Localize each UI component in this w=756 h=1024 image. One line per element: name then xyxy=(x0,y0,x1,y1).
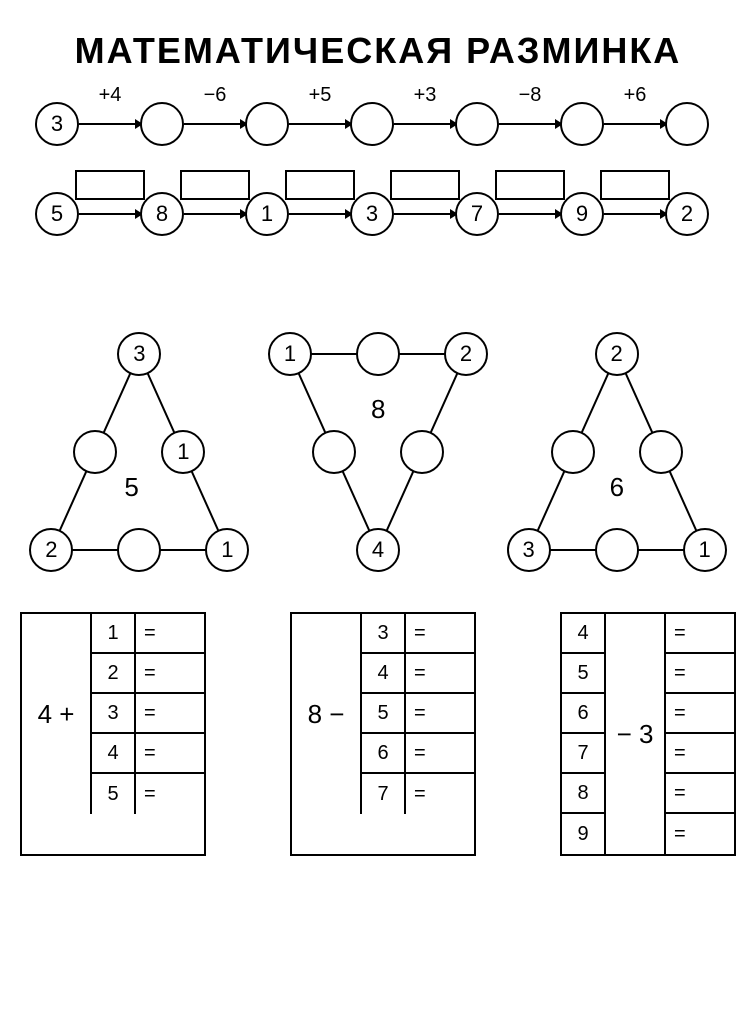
t3-botM xyxy=(595,528,639,572)
table3-eq-0: = xyxy=(666,614,734,654)
chain2-node-4: 7 xyxy=(455,192,499,236)
t2-topL: 1 xyxy=(268,332,312,376)
chain1-op-0: +4 xyxy=(80,84,140,107)
chain2-node-2: 1 xyxy=(245,192,289,236)
t3-midL xyxy=(551,430,595,474)
chain2-node-1: 8 xyxy=(140,192,184,236)
chain1-op-2: +5 xyxy=(290,84,350,107)
chain1-node-5 xyxy=(560,102,604,146)
table2-n-2: 5 xyxy=(362,694,406,734)
t3-top: 2 xyxy=(595,332,639,376)
chain1-node-1 xyxy=(140,102,184,146)
triangle-2: 1 2 4 8 xyxy=(268,332,488,572)
table2-prefix: 8 − xyxy=(292,614,362,814)
table-3: 4 5 6 7 8 9 − 3 = = = = = = xyxy=(560,612,736,856)
table1-eq-1: = xyxy=(136,654,204,694)
t2-topR: 2 xyxy=(444,332,488,376)
table3-eq-1: = xyxy=(666,654,734,694)
chain1-op-4: −8 xyxy=(500,84,560,107)
chain1-op-1: −6 xyxy=(185,84,245,107)
table-2: 8 − 3 4 5 6 7 = = = = = xyxy=(290,612,476,856)
chain-row-1: 3 +4 −6 +5 +3 −8 +6 xyxy=(20,102,736,172)
table1-n-1: 2 xyxy=(92,654,136,694)
chain2-box-5 xyxy=(600,170,670,200)
t3-midR xyxy=(639,430,683,474)
table1-eq-0: = xyxy=(136,614,204,654)
table3-mid: − 3 xyxy=(606,614,666,854)
chain1-op-3: +3 xyxy=(395,84,455,107)
table3-n-1: 5 xyxy=(562,654,606,694)
table2-n-0: 3 xyxy=(362,614,406,654)
table3-n-4: 8 xyxy=(562,774,606,814)
t1-botR: 1 xyxy=(205,528,249,572)
table2-eq-3: = xyxy=(406,734,474,774)
table2-eq-0: = xyxy=(406,614,474,654)
t1-botM xyxy=(117,528,161,572)
page-title: МАТЕМАТИЧЕСКАЯ РАЗМИНКА xyxy=(20,30,736,72)
table1-eq-3: = xyxy=(136,734,204,774)
chain2-box-2 xyxy=(285,170,355,200)
t2-center: 8 xyxy=(371,394,385,425)
t1-center: 5 xyxy=(124,472,138,503)
chain2-node-3: 3 xyxy=(350,192,394,236)
t1-midR: 1 xyxy=(161,430,205,474)
chain2-box-4 xyxy=(495,170,565,200)
chain2-box-0 xyxy=(75,170,145,200)
triangles-section: 3 1 2 1 5 1 2 4 8 2 3 1 6 xyxy=(20,332,736,572)
table2-n-1: 4 xyxy=(362,654,406,694)
table2-eq-2: = xyxy=(406,694,474,734)
chain-section: 3 +4 −6 +5 +3 −8 +6 5 8 1 3 7 9 xyxy=(20,102,736,272)
t1-top: 3 xyxy=(117,332,161,376)
table1-n-3: 4 xyxy=(92,734,136,774)
chain2-box-1 xyxy=(180,170,250,200)
t3-botR: 1 xyxy=(683,528,727,572)
table1-prefix: 4 + xyxy=(22,614,92,814)
table1-n-0: 1 xyxy=(92,614,136,654)
table1-n-4: 5 xyxy=(92,774,136,814)
t2-midR xyxy=(400,430,444,474)
table3-n-5: 9 xyxy=(562,814,606,854)
table3-eq-3: = xyxy=(666,734,734,774)
table3-eq-5: = xyxy=(666,814,734,854)
chain1-node-0: 3 xyxy=(35,102,79,146)
chain2-node-6: 2 xyxy=(665,192,709,236)
t3-botL: 3 xyxy=(507,528,551,572)
table1-eq-2: = xyxy=(136,694,204,734)
chain2-node-0: 5 xyxy=(35,192,79,236)
table3-n-0: 4 xyxy=(562,614,606,654)
t2-topM xyxy=(356,332,400,376)
t3-center: 6 xyxy=(610,472,624,503)
t1-midL xyxy=(73,430,117,474)
table2-eq-1: = xyxy=(406,654,474,694)
table2-eq-4: = xyxy=(406,774,474,814)
triangle-1: 3 1 2 1 5 xyxy=(29,332,249,572)
t2-midL xyxy=(312,430,356,474)
t2-bot: 4 xyxy=(356,528,400,572)
chain1-node-4 xyxy=(455,102,499,146)
table2-n-4: 7 xyxy=(362,774,406,814)
table3-eq-4: = xyxy=(666,774,734,814)
chain1-node-2 xyxy=(245,102,289,146)
table2-n-3: 6 xyxy=(362,734,406,774)
table3-eq-2: = xyxy=(666,694,734,734)
table3-n-3: 7 xyxy=(562,734,606,774)
chain2-box-3 xyxy=(390,170,460,200)
table3-n-2: 6 xyxy=(562,694,606,734)
triangle-3: 2 3 1 6 xyxy=(507,332,727,572)
chain1-node-6 xyxy=(665,102,709,146)
chain1-node-3 xyxy=(350,102,394,146)
chain1-op-5: +6 xyxy=(605,84,665,107)
chain2-node-5: 9 xyxy=(560,192,604,236)
table1-eq-4: = xyxy=(136,774,204,814)
t1-botL: 2 xyxy=(29,528,73,572)
tables-section: 4 + 1 2 3 4 5 = = = = = 8 − 3 4 5 6 7 = … xyxy=(20,612,736,856)
table-1: 4 + 1 2 3 4 5 = = = = = xyxy=(20,612,206,856)
table1-n-2: 3 xyxy=(92,694,136,734)
chain-row-2: 5 8 1 3 7 9 2 xyxy=(20,192,736,272)
